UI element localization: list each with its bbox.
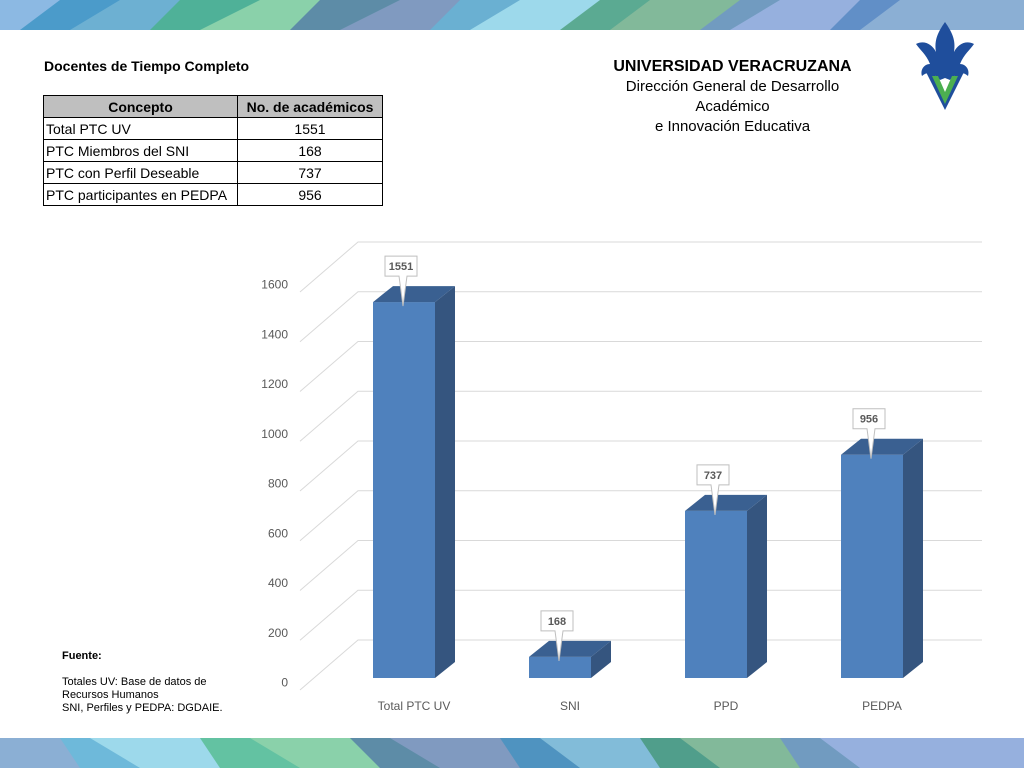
department-line-1: Dirección General de Desarrollo Académic… [625,78,840,115]
y-tick-label: 600 [268,526,288,540]
y-tick-label: 1200 [261,377,288,391]
bars [373,286,923,678]
page-title: Docentes de Tiempo Completo [44,58,250,74]
data-label: 168 [540,610,574,661]
y-tick-label: 1400 [261,327,288,341]
y-tick-label: 0 [281,676,288,690]
y-tick-label: 1600 [261,278,288,292]
bottom-decorative-band [0,738,1024,768]
data-labels: 1551 168 737 956 [384,255,886,661]
gridline [299,291,982,343]
table-cell-count: 1551 [237,117,383,140]
bar [373,286,455,678]
x-tick-label: SNI [560,699,580,713]
table-row: PTC con Perfil Deseable 737 [43,161,383,184]
source-note: Fuente: Totales UV: Base de datos de Rec… [62,650,223,715]
source-label: Fuente: [62,650,102,662]
svg-text:737: 737 [704,470,722,482]
gridline [299,390,982,442]
table-row: PTC Miembros del SNI 168 [43,139,383,162]
source-line-2: Recursos Humanos [62,689,159,701]
table-header-row: Concepto No. de académicos [43,95,383,118]
y-tick-label: 200 [268,626,288,640]
y-tick-label: 400 [268,576,288,590]
academics-table: Concepto No. de académicos Total PTC UV … [43,95,383,206]
y-axis: 0 200 400 600 800 1000 1200 1400 1600 [261,278,288,690]
y-tick-label: 1000 [261,427,288,441]
source-line-1: Totales UV: Base de datos de [62,676,207,688]
svg-text:1551: 1551 [389,261,413,273]
table-cell-count: 956 [237,183,383,206]
gridline [299,540,982,591]
svg-text:168: 168 [548,616,566,628]
bar [841,438,923,678]
bar [529,640,611,678]
source-line-3: SNI, Perfiles y PEDPA: DGDAIE. [62,702,223,714]
department-line-2: e Innovación Educativa [654,118,811,135]
data-label: 737 [696,464,730,515]
gridline [299,440,982,492]
data-label: 956 [852,408,886,459]
table-header-concept: Concepto [43,95,238,118]
x-tick-label: Total PTC UV [378,699,451,713]
gridline [299,490,982,542]
bar [685,494,767,678]
gridline [299,589,982,641]
university-name: UNIVERSIDAD VERACRUZANA [613,58,852,75]
x-tick-label: PEDPA [862,699,902,713]
gridlines [299,241,982,691]
chart-area: 0 200 400 600 800 1000 1200 1400 1600 1551 168 737… [261,241,982,713]
gridline [299,639,982,691]
table-cell-count: 737 [237,161,383,184]
table-row: Total PTC UV 1551 [43,117,383,140]
table-cell-concept: PTC con Perfil Deseable [43,161,238,184]
university-header: UNIVERSIDAD VERACRUZANA Dirección Genera… [590,57,875,137]
x-tick-label: PPD [714,699,739,713]
gridline [299,241,982,293]
university-logo-icon [916,22,974,110]
table-cell-count: 168 [237,139,383,162]
table-cell-concept: Total PTC UV [43,117,238,140]
y-tick-label: 800 [268,477,288,491]
top-decorative-band [0,0,1024,30]
svg-text:956: 956 [860,414,878,426]
x-axis: Total PTC UV SNI PPD PEDPA [378,699,902,713]
table-header-count: No. de académicos [237,95,383,118]
table-cell-concept: PTC Miembros del SNI [43,139,238,162]
data-label: 1551 [384,255,418,307]
table-cell-concept: PTC participantes en PEDPA [43,183,238,206]
table-row: PTC participantes en PEDPA 956 [43,183,383,206]
gridline [299,341,982,392]
